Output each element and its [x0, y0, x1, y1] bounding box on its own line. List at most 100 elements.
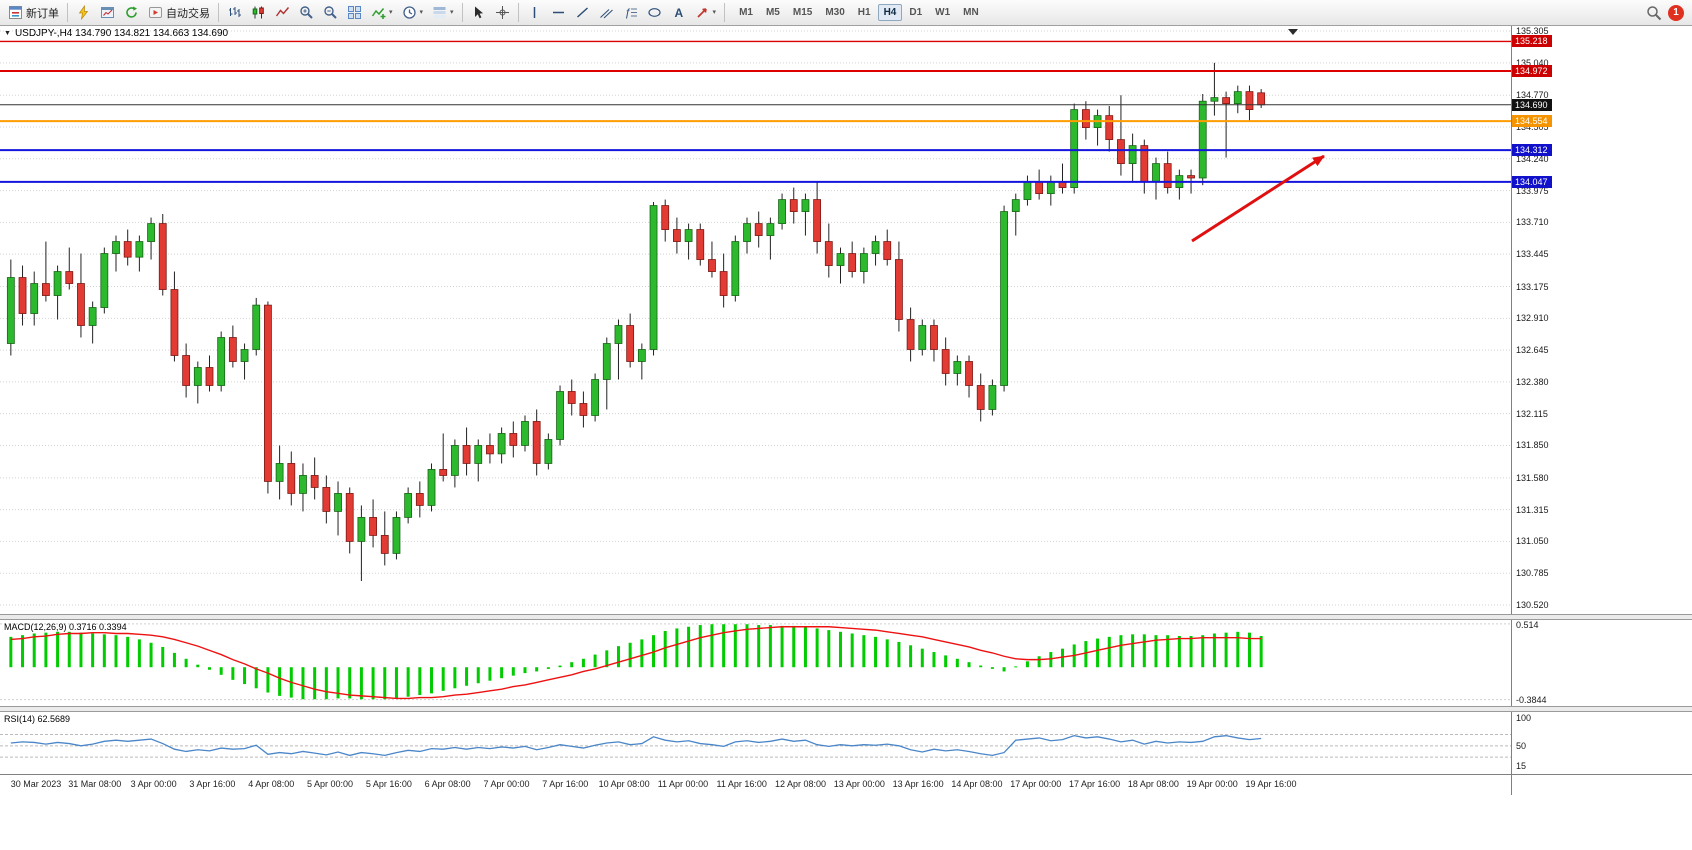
text-tool-button[interactable]: A [667, 2, 690, 23]
timeframe-toolbar: M1 M5 M15 M30 H1 H4 D1 W1 MN [733, 4, 985, 21]
trendline-tool-button[interactable] [571, 2, 594, 23]
chart-symbol-ohlc: USDJPY-,H4 134.790 134.821 134.663 134.6… [14, 28, 229, 39]
cursor-tool-button[interactable] [467, 2, 490, 23]
time-axis-label: 11 Apr 16:00 [716, 779, 767, 789]
ellipse-shape-icon [647, 8, 661, 17]
time-axis-label: 14 Apr 08:00 [951, 779, 1003, 789]
time-axis-label: 13 Apr 16:00 [892, 779, 944, 789]
crosshair-icon [495, 6, 509, 19]
timeframe-button-d1[interactable]: D1 [909, 7, 923, 18]
horizontal-line-icon [552, 11, 564, 14]
refresh-icon [126, 6, 137, 18]
panel-splitter[interactable] [0, 706, 1692, 712]
price-axis-label: 133.175 [1516, 281, 1549, 292]
panel-splitter[interactable] [0, 614, 1692, 620]
chevron-down-icon: ▾ [389, 9, 393, 16]
toolbar-separator [517, 3, 519, 22]
price-axis-label: 134.770 [1516, 90, 1549, 101]
chevron-down-icon: ▾ [419, 9, 424, 16]
shapes-tool-button[interactable] [643, 2, 666, 23]
time-axis-label: 17 Apr 00:00 [1010, 779, 1062, 789]
timeframe-button-w1[interactable]: W1 [935, 7, 951, 18]
price-axis-label: 133.445 [1516, 249, 1549, 260]
time-axis-label: 30 Mar 2023 [10, 779, 62, 789]
candlestick-chart-canvas [0, 30, 1511, 606]
chart-window-button[interactable] [96, 2, 119, 23]
fibonacci-icon: ƒ [625, 7, 637, 19]
bar-chart-mode-button[interactable] [223, 2, 246, 23]
timeframe-button-m30[interactable]: M30 [825, 7, 845, 18]
price-axis-label: 130.785 [1516, 568, 1549, 579]
time-axis-label: 12 Apr 08:00 [774, 779, 827, 789]
rsi-scale-axis[interactable]: 100 50 15 [1512, 712, 1692, 774]
horizontal-line-tool-button[interactable] [547, 2, 570, 23]
vertical-line-tool-button[interactable] [523, 2, 546, 23]
timeframe-button-mn[interactable]: MN [963, 7, 979, 18]
rsi-plot[interactable]: RSI(14) 62.5689 [0, 712, 1512, 774]
cursor-icon [474, 6, 483, 19]
fibonacci-tool-button[interactable]: ƒ [619, 2, 642, 23]
macd-panel: MACD(12,26,9) 0.3716 0.3394 0.514 -0.3844 [0, 620, 1692, 706]
price-axis-label: 133.710 [1516, 217, 1549, 228]
price-line-label: 134.690 [1512, 98, 1552, 111]
rsi-panel: RSI(14) 62.5689 100 50 15 [0, 712, 1692, 774]
macd-scale-axis[interactable]: 0.514 -0.3844 [1512, 620, 1692, 706]
price-axis-label: 132.910 [1516, 313, 1549, 324]
indicators-button[interactable]: ▾ [367, 2, 397, 23]
time-axis-label: 5 Apr 00:00 [307, 779, 354, 789]
toolbar-right: 1 [1646, 4, 1688, 21]
price-line-label: 134.312 [1512, 144, 1552, 157]
templates-icon [433, 7, 446, 18]
timeframe-button-m5[interactable]: M5 [765, 7, 780, 18]
price-axis-label: 135.305 [1516, 26, 1549, 37]
notification-badge[interactable]: 1 [1668, 4, 1684, 21]
time-axis-label: 6 Apr 08:00 [424, 779, 471, 789]
refresh-button[interactable] [120, 2, 143, 23]
price-line-label: 134.047 [1512, 175, 1552, 188]
rsi-scale-label: 15 [1516, 760, 1527, 771]
time-axis-label: 3 Apr 16:00 [189, 779, 236, 789]
time-axis-label: 18 Apr 08:00 [1127, 779, 1179, 789]
candlestick-mode-button[interactable] [247, 2, 270, 23]
price-axis-label: 132.115 [1516, 408, 1548, 419]
vertical-line-icon [533, 7, 535, 18]
crosshair-tool-button[interactable] [491, 2, 514, 23]
time-axis[interactable]: 30 Mar 2023 31 Mar 08:00 3 Apr 00:00 3 Apr … [0, 775, 1512, 795]
quick-trade-button[interactable] [72, 2, 95, 23]
macd-scale-label: -0.3844 [1516, 694, 1547, 705]
auto-trading-button[interactable]: 自动交易 [144, 2, 214, 23]
indicators-icon [371, 8, 386, 19]
channel-tool-button[interactable] [595, 2, 618, 23]
tile-windows-button[interactable] [343, 2, 366, 23]
price-axis[interactable]: 135.305135.040134.770134.505134.240133.9… [1512, 26, 1692, 614]
line-chart-mode-button[interactable] [271, 2, 294, 23]
time-axis-corner [1512, 775, 1692, 795]
rsi-scale-label: 100 [1516, 712, 1532, 723]
chart-collapse-icon[interactable]: ▼ [4, 30, 11, 37]
macd-canvas [0, 623, 1511, 701]
time-axis-label: 17 Apr 16:00 [1069, 779, 1121, 789]
timeframe-button-m1[interactable]: M1 [739, 7, 753, 18]
search-icon[interactable] [1646, 5, 1662, 21]
macd-plot[interactable]: MACD(12,26,9) 0.3716 0.3394 [0, 620, 1512, 706]
periods-button[interactable]: ▾ [398, 2, 428, 23]
new-order-button[interactable]: 新订单 [4, 2, 63, 23]
timeframe-button-h1[interactable]: H1 [857, 7, 871, 18]
time-axis-label: 19 Apr 16:00 [1245, 779, 1297, 789]
scroll-to-end-marker[interactable] [1288, 29, 1298, 35]
time-axis-label: 7 Apr 00:00 [483, 779, 530, 789]
rsi-scale-label: 50 [1516, 740, 1527, 751]
new-order-icon [9, 6, 22, 19]
timeframe-button-h4[interactable]: H4 [877, 4, 903, 21]
zoom-out-button[interactable] [319, 2, 342, 23]
price-axis-label: 131.050 [1516, 536, 1549, 547]
price-axis-label: 133.975 [1516, 185, 1549, 196]
timeframe-button-m15[interactable]: M15 [792, 7, 813, 18]
svg-text:ƒ: ƒ [625, 7, 631, 19]
arrows-tool-button[interactable]: ▾ [691, 2, 721, 23]
main-chart-plot[interactable]: ▼ USDJPY-,H4 134.790 134.821 134.663 134… [0, 26, 1512, 614]
templates-button[interactable]: ▾ [428, 2, 458, 23]
zoom-in-button[interactable] [295, 2, 318, 23]
time-axis-label: 11 Apr 00:00 [657, 779, 709, 789]
